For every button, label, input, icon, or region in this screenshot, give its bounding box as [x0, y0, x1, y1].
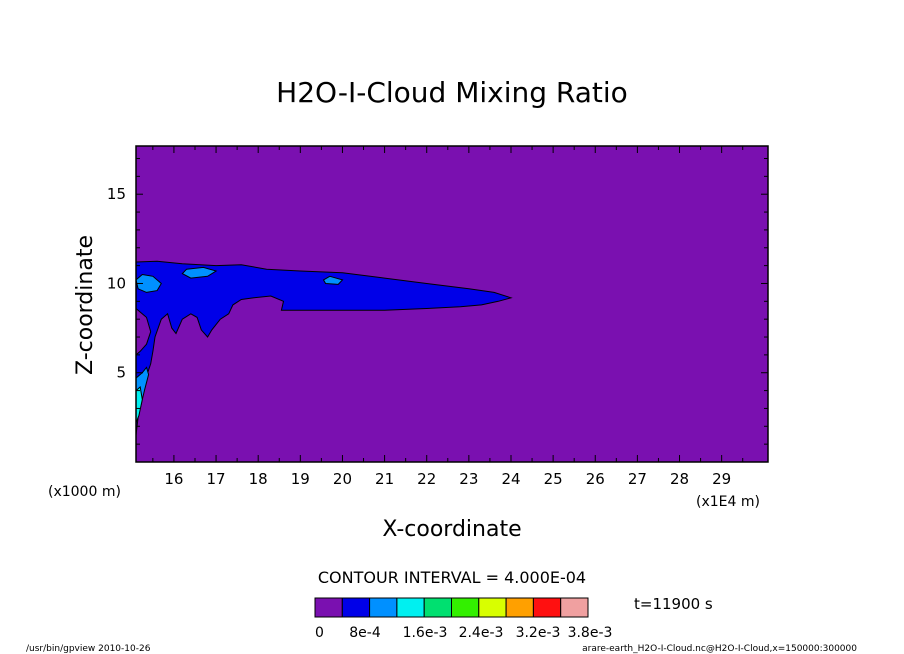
- x-tick-label: 26: [586, 470, 605, 488]
- x-tick-label: 28: [670, 470, 689, 488]
- contour-interval-text: CONTOUR INTERVAL = 4.000E-04: [318, 568, 586, 587]
- colorbar-swatch: [423, 597, 453, 618]
- x-tick-label: 16: [164, 470, 183, 488]
- colorbar-labels: 0 8e-4 1.6e-3 2.4e-3 3.2e-3 3.8e-3: [315, 625, 612, 641]
- x-tick-label: 21: [375, 470, 394, 488]
- chart-title: H2O-I-Cloud Mixing Ratio: [276, 76, 628, 109]
- colorbar-swatch: [505, 597, 534, 618]
- colorbar-label: 8e-4: [349, 625, 381, 641]
- x-tick-label: 19: [291, 470, 310, 488]
- plot-frame: [135, 145, 769, 463]
- colorbar-swatch: [314, 597, 343, 618]
- x-tick-label: 17: [207, 470, 226, 488]
- colorbar-swatch: [478, 597, 507, 618]
- colorbar-label: 2.4e-3: [459, 625, 504, 641]
- x-tick-labels: 16 17 18 19 20 21 22 23 24 25 26 27 28 29: [164, 470, 731, 488]
- time-text: t=11900 s: [634, 595, 713, 613]
- x-tick-label: 24: [501, 470, 520, 488]
- x-tick-label: 20: [333, 470, 352, 488]
- x-tick-label: 18: [249, 470, 268, 488]
- contour-region-3: [135, 273, 162, 293]
- colorbar-swatch: [451, 597, 480, 618]
- colorbar-label: 3.2e-3: [516, 625, 561, 641]
- footer-left: /usr/bin/gpview 2010-10-26: [26, 644, 151, 654]
- contour-region-4: [181, 266, 218, 279]
- colorbar-swatch: [396, 597, 425, 618]
- y-axis-label: Z-coordinate: [73, 235, 98, 375]
- x-tick-label: 25: [544, 470, 563, 488]
- contour-regions: [135, 260, 513, 436]
- y-tick-label: 5: [116, 364, 126, 382]
- colorbar-label: 1.6e-3: [403, 625, 448, 641]
- x-unit-note: (x1E4 m): [696, 494, 760, 510]
- colorbar-label: 0: [315, 625, 324, 641]
- contour-region-5: [322, 275, 344, 285]
- footer-right: arare-earth_H2O-I-Cloud.nc@H2O-I-Cloud,x…: [582, 644, 857, 654]
- plot-area: [135, 145, 769, 463]
- colorbar-swatch: [532, 597, 562, 618]
- y-unit-note: (x1000 m): [48, 484, 121, 500]
- y-tick-label: 10: [107, 274, 126, 292]
- colorbar-swatch: [560, 597, 589, 618]
- colorbar: [314, 597, 589, 618]
- colorbar-label: 3.8e-3: [568, 625, 613, 641]
- x-tick-label: 22: [417, 470, 436, 488]
- x-tick-label: 29: [712, 470, 731, 488]
- contour-region-1: [135, 260, 513, 436]
- y-tick-label: 15: [107, 185, 126, 203]
- y-tick-labels: 5 10 15: [107, 185, 126, 382]
- x-axis-label: X-coordinate: [382, 517, 521, 542]
- x-tick-label: 27: [628, 470, 647, 488]
- x-tick-label: 23: [459, 470, 478, 488]
- colorbar-swatch: [341, 597, 371, 618]
- axis-ticks: [136, 146, 768, 462]
- colorbar-swatch: [369, 597, 398, 618]
